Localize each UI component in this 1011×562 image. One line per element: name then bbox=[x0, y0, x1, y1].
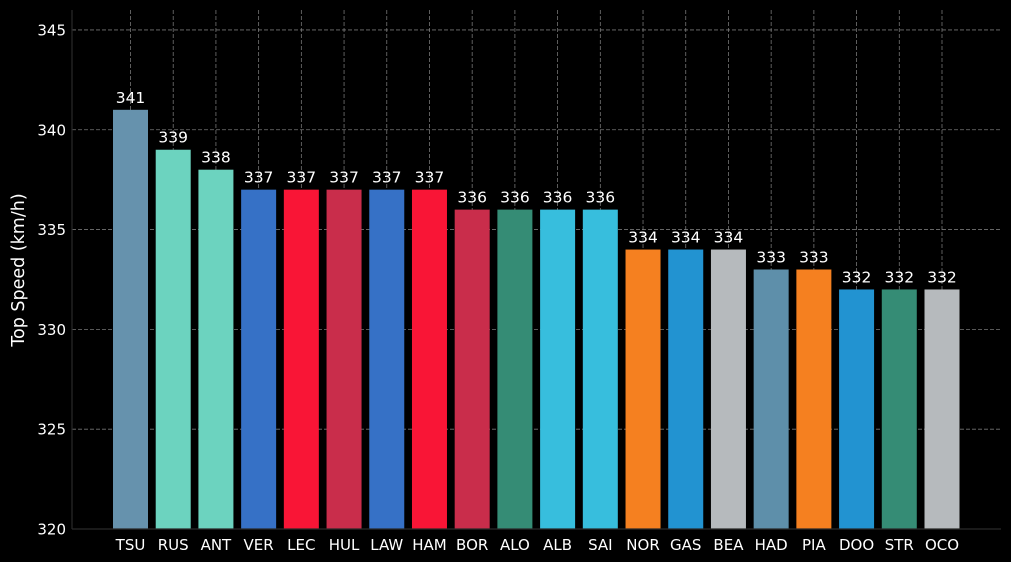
bar-tsu bbox=[113, 109, 148, 530]
x-tick-label: BEA bbox=[713, 536, 744, 554]
bar-ant bbox=[198, 169, 234, 529]
bar-lec bbox=[283, 189, 319, 529]
bar-value-label: 337 bbox=[287, 169, 317, 187]
bar-rus bbox=[155, 149, 191, 529]
bar-oco bbox=[924, 289, 960, 529]
bar-hul bbox=[326, 189, 362, 529]
x-tick-label: NOR bbox=[626, 536, 659, 554]
x-tick-label: HAD bbox=[755, 536, 788, 554]
y-tick-label: 335 bbox=[37, 221, 66, 239]
y-axis-title: Top Speed (km/h) bbox=[9, 193, 29, 347]
x-tick-label: ALO bbox=[500, 536, 530, 554]
bar-ham bbox=[411, 189, 447, 529]
x-tick-label: LAW bbox=[370, 536, 403, 554]
x-tick-label: ALB bbox=[543, 536, 572, 554]
bar-sai bbox=[582, 209, 618, 529]
bar-value-label: 336 bbox=[543, 189, 573, 207]
bar-bea bbox=[710, 249, 746, 530]
x-tick-label: RUS bbox=[158, 536, 189, 554]
x-tick-label: ANT bbox=[201, 536, 232, 554]
bar-value-label: 334 bbox=[671, 229, 701, 247]
x-tick-label: PIA bbox=[802, 536, 826, 554]
bar-value-label: 333 bbox=[799, 249, 829, 267]
bars bbox=[113, 109, 960, 530]
x-tick-label: VER bbox=[244, 536, 274, 554]
bar-gas bbox=[668, 249, 704, 530]
bar-value-label: 336 bbox=[457, 189, 487, 207]
x-tick-label: TSU bbox=[115, 536, 146, 554]
x-tick-label: GAS bbox=[670, 536, 701, 554]
bar-value-label: 339 bbox=[158, 129, 188, 147]
x-tick-label: OCO bbox=[925, 536, 959, 554]
y-tick-label: 320 bbox=[37, 521, 66, 539]
bar-value-label: 337 bbox=[415, 169, 445, 187]
x-tick-label: HAM bbox=[412, 536, 446, 554]
bar-value-label: 337 bbox=[244, 169, 274, 187]
axis-spines bbox=[71, 10, 1001, 530]
bar-law bbox=[369, 189, 405, 529]
bar-value-label: 338 bbox=[201, 149, 231, 167]
bar-value-label: 332 bbox=[842, 268, 872, 286]
bar-had bbox=[753, 269, 789, 529]
x-tick-label: HUL bbox=[329, 536, 360, 554]
y-tick-label: 340 bbox=[37, 121, 66, 139]
y-tick-label: 345 bbox=[37, 21, 66, 39]
bar-str bbox=[881, 289, 917, 529]
bar-value-label: 341 bbox=[116, 89, 146, 107]
bar-value-label: 334 bbox=[714, 229, 744, 247]
x-tick-labels: TSU RUS ANT VER LEC HUL LAW HAM BOR ALO ALB SAI NOR G… bbox=[115, 536, 959, 554]
bar-value-label: 332 bbox=[884, 268, 914, 286]
x-tick-label: SAI bbox=[588, 536, 613, 554]
bar-value-label: 337 bbox=[329, 169, 359, 187]
bar-alb bbox=[540, 209, 576, 529]
bar-value-label: 332 bbox=[927, 268, 957, 286]
bar-value-label: 336 bbox=[586, 189, 616, 207]
bar-value-label: 333 bbox=[756, 249, 786, 267]
x-tick-label: BOR bbox=[456, 536, 488, 554]
bar-value-label: 334 bbox=[628, 229, 658, 247]
bar-alo bbox=[497, 209, 533, 529]
x-tick-label: DOO bbox=[839, 536, 874, 554]
bar-pia bbox=[796, 269, 832, 529]
y-tick-label: 330 bbox=[37, 321, 66, 339]
x-tick-label: LEC bbox=[287, 536, 315, 554]
bar-ver bbox=[241, 189, 277, 529]
y-tick-label: 325 bbox=[37, 421, 66, 439]
x-tick-label: STR bbox=[885, 536, 914, 554]
bar-value-label: 337 bbox=[372, 169, 402, 187]
bar-value-labels: 341 339 338 337 337 337 337 337 336 336 336 336 334 3… bbox=[116, 89, 957, 287]
y-tick-labels: 320 325 330 335 340 345 bbox=[37, 21, 66, 538]
bar-value-label: 336 bbox=[500, 189, 530, 207]
bar-nor bbox=[625, 249, 661, 530]
bar-bor bbox=[454, 209, 490, 529]
bar-doo bbox=[839, 289, 875, 529]
